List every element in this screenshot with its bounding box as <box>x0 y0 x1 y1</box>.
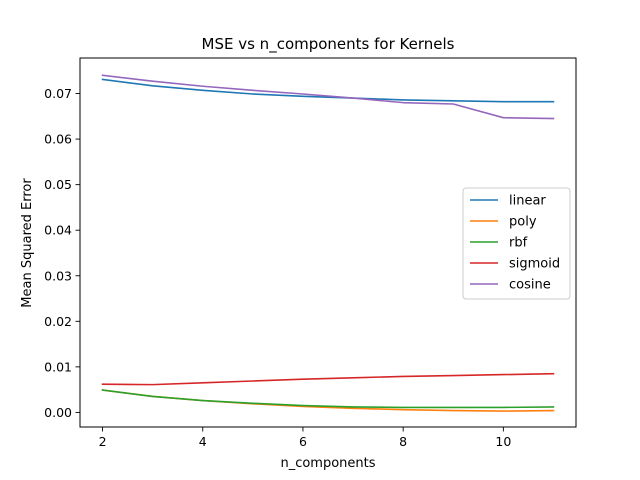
series-line-rbf <box>101 389 555 409</box>
legend-label-cosine: cosine <box>509 278 551 293</box>
plot-area <box>101 74 555 412</box>
x-tick-label: 2 <box>99 434 107 449</box>
x-axis-label: n_components <box>280 456 375 471</box>
legend-label-rbf: rbf <box>509 236 528 251</box>
x-axis-ticks: 2 4 6 8 10 <box>99 427 511 449</box>
x-tick-label: 6 <box>299 434 307 449</box>
y-tick-label: 0.06 <box>44 132 72 147</box>
series-line-linear <box>101 78 555 103</box>
y-tick-label: 0.01 <box>44 359 72 374</box>
legend-label-poly: poly <box>509 215 537 230</box>
series-line-sigmoid <box>101 372 555 386</box>
y-tick-label: 0.00 <box>44 405 72 420</box>
y-tick-label: 0.03 <box>44 268 72 283</box>
legend-box <box>462 187 571 300</box>
y-tick-label: 0.04 <box>44 223 72 238</box>
legend: linear poly rbf sigmoid cosine <box>462 187 571 300</box>
y-tick-label: 0.02 <box>44 314 72 329</box>
x-tick-label: 4 <box>199 434 207 449</box>
y-axis-ticks: 0.00 0.01 0.02 0.03 0.04 0.05 0.06 0.07 <box>44 86 80 420</box>
legend-label-linear: linear <box>509 194 546 209</box>
x-tick-label: 10 <box>495 434 511 449</box>
y-tick-label: 0.05 <box>44 177 72 192</box>
y-tick-label: 0.07 <box>44 86 72 101</box>
y-axis-label: Mean Squared Error <box>20 178 35 308</box>
x-tick-label: 8 <box>399 434 407 449</box>
series-line-cosine <box>101 74 555 120</box>
legend-label-sigmoid: sigmoid <box>509 257 560 272</box>
plot-frame <box>79 57 577 428</box>
chart-title: MSE vs n_components for Kernels <box>202 35 455 54</box>
